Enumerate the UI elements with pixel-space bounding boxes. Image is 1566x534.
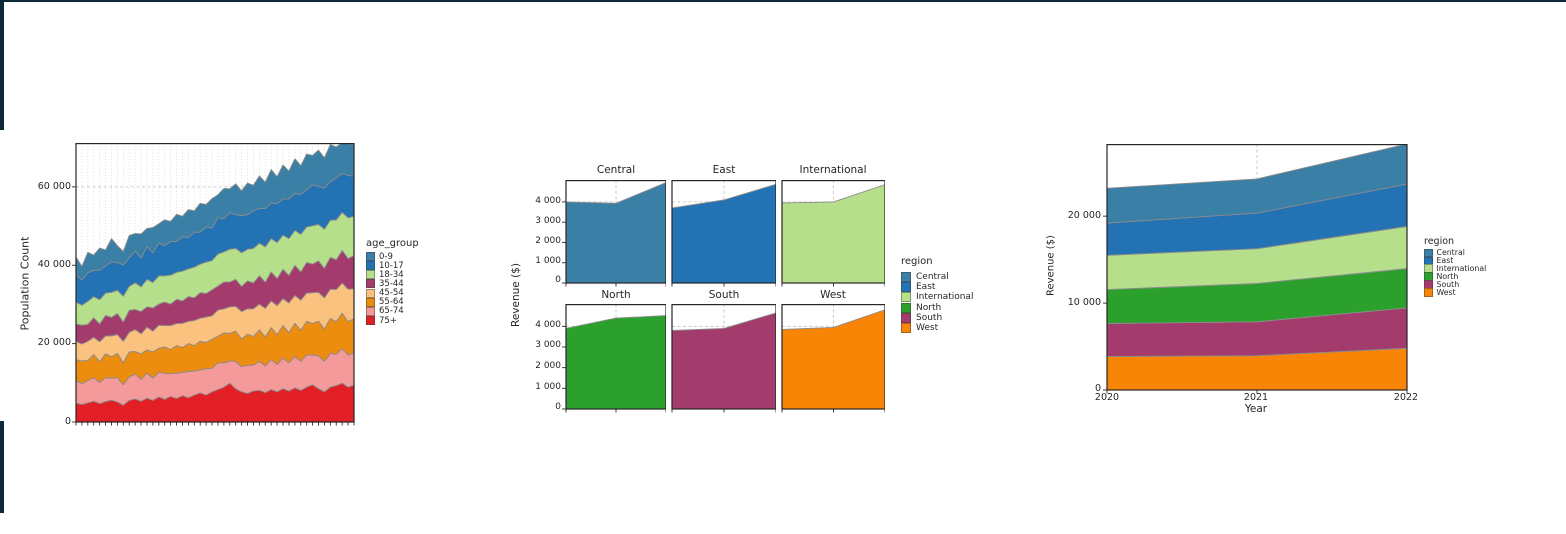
legend-item: 45-54 <box>366 288 419 299</box>
legend-swatch <box>901 292 911 303</box>
y-tick-label: 40 000 <box>37 259 71 270</box>
legend-title: region <box>901 256 933 267</box>
y-tick-label: 3 000 <box>535 216 561 226</box>
legend-item: 75+ <box>366 315 419 326</box>
legend-label: West <box>1436 287 1456 297</box>
legend-label: International <box>1436 264 1487 274</box>
facet-plot-svg-west <box>781 304 885 413</box>
legend-swatch <box>901 312 911 323</box>
legend-label: Central <box>916 272 949 283</box>
legend-label: 10-17 <box>379 260 404 271</box>
age-group-legend: age_group 0-9 10-17 18-34 35-44 45-54 55… <box>366 238 419 326</box>
legend-label: 35-44 <box>379 279 404 289</box>
legend-swatch <box>901 282 911 293</box>
legend-item: East <box>901 282 973 293</box>
y-tick-label: 20 000 <box>1067 210 1101 221</box>
legend-item: 18-34 <box>366 269 419 280</box>
legend-label: West <box>916 323 939 334</box>
legend-label: 45-54 <box>379 288 404 299</box>
y-tick-label: 0 <box>1094 383 1101 394</box>
legend-label: North <box>916 302 942 313</box>
y-tick-label: 2 000 <box>535 361 561 371</box>
y-tick-label: 1 000 <box>535 256 561 266</box>
legend-item: Central <box>1424 248 1486 258</box>
legend-label: 0-9 <box>379 251 393 262</box>
facet-title-south: South <box>708 289 740 301</box>
population-plot-svg <box>72 143 355 426</box>
legend-label: East <box>1436 256 1454 266</box>
frame-left-bar-top <box>0 0 4 130</box>
legend-label: 75+ <box>379 315 397 326</box>
legend-item: West <box>1424 287 1486 297</box>
legend-title: region <box>1424 236 1455 247</box>
legend-swatch <box>366 316 375 326</box>
y-tick-label: 0 <box>555 402 561 412</box>
legend-label: 55-64 <box>379 297 404 308</box>
y-tick-label: 4 000 <box>535 196 561 206</box>
y-tick-label: 1 000 <box>535 382 561 392</box>
legend-swatch <box>366 288 375 298</box>
legend-item: Central <box>901 272 973 283</box>
y-tick-label: 3 000 <box>535 340 561 350</box>
facet-plot-svg-central <box>562 180 666 287</box>
legend-swatch <box>366 297 375 307</box>
revenue-y-axis-label: Revenue ($) <box>1045 235 1057 296</box>
facet-title-international: International <box>799 164 867 176</box>
legend-swatch <box>366 306 375 316</box>
facet-title-west: West <box>820 289 846 301</box>
legend-item: 0-9 <box>366 251 419 262</box>
facet-plot-svg-south <box>671 304 776 413</box>
y-tick-label: 0 <box>64 416 71 427</box>
legend-item: International <box>901 292 974 303</box>
legend-swatch <box>366 261 375 271</box>
legend-item: 35-44 <box>366 279 419 289</box>
legend-swatch <box>901 302 911 313</box>
frame-top-bar <box>0 0 1566 2</box>
year-x-axis-label: Year <box>1244 403 1268 415</box>
legend-item: North <box>901 302 973 313</box>
legend-label: International <box>916 292 974 303</box>
legend-label: South <box>916 312 943 323</box>
y-tick-label: 20 000 <box>37 337 71 348</box>
legend-label: East <box>916 282 936 293</box>
facet-plot-svg-east <box>671 180 776 287</box>
legend-swatch <box>366 279 375 289</box>
facet-title-central: Central <box>596 164 636 176</box>
x-tick-label: 2022 <box>1393 392 1419 403</box>
frame-left-bar-bottom <box>0 421 4 513</box>
facet-plot-svg-international <box>781 180 885 287</box>
legend-item: 55-64 <box>366 297 419 308</box>
x-tick-label: 2021 <box>1243 392 1269 403</box>
legend-swatch <box>901 323 911 334</box>
legend-label: 18-34 <box>379 269 404 280</box>
legend-item: West <box>901 323 973 334</box>
facet-title-north: North <box>601 289 631 301</box>
year-plot-svg <box>1103 144 1408 394</box>
region-legend-facets: region Central East International North … <box>901 256 974 334</box>
legend-label: 65-74 <box>379 306 404 317</box>
y-tick-label: 0 <box>555 275 561 285</box>
legend-swatch <box>366 270 375 280</box>
x-tick-label: 2020 <box>1094 392 1120 403</box>
legend-item: South <box>901 312 973 323</box>
legend-label: North <box>1436 272 1459 282</box>
y-tick-label: 4 000 <box>535 320 561 330</box>
legend-swatch <box>901 272 911 283</box>
facet-plot-svg-north <box>562 304 666 413</box>
legend-label: South <box>1436 280 1460 290</box>
y-tick-label: 10 000 <box>1067 297 1101 308</box>
legend-item: 10-17 <box>366 260 419 271</box>
region-legend-year: region Central East International North … <box>1424 236 1487 297</box>
legend-item: 65-74 <box>366 306 419 317</box>
legend-swatch <box>1424 288 1433 297</box>
facet-title-east: East <box>712 164 736 176</box>
legend-swatch <box>366 252 375 262</box>
y-tick-label: 2 000 <box>535 236 561 246</box>
legend-label: Central <box>1436 248 1465 258</box>
legend-title: age_group <box>366 238 419 249</box>
y-tick-label: 60 000 <box>37 181 71 192</box>
